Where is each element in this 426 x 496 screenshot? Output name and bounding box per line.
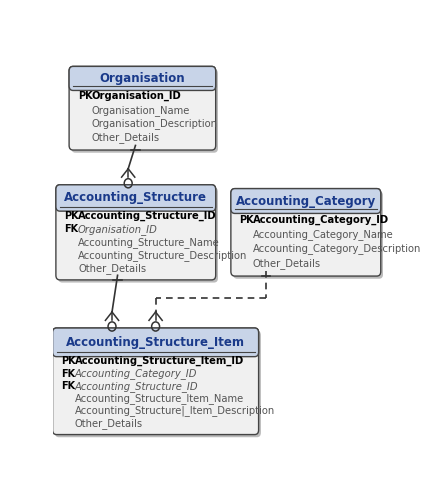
Text: Accounting_Structure_Description: Accounting_Structure_Description bbox=[78, 250, 248, 261]
Text: Other_Details: Other_Details bbox=[78, 263, 146, 274]
FancyBboxPatch shape bbox=[55, 331, 261, 437]
FancyBboxPatch shape bbox=[233, 191, 383, 279]
Text: PK: PK bbox=[64, 211, 79, 221]
Text: Other_Details: Other_Details bbox=[75, 418, 143, 429]
Text: Organisation_Name: Organisation_Name bbox=[91, 105, 190, 116]
Text: PK: PK bbox=[78, 91, 92, 101]
FancyBboxPatch shape bbox=[52, 328, 259, 357]
Text: Accounting_Structure_Item: Accounting_Structure_Item bbox=[66, 336, 245, 349]
Text: Organisation: Organisation bbox=[100, 72, 185, 85]
Text: Accounting_Category: Accounting_Category bbox=[236, 194, 376, 207]
FancyBboxPatch shape bbox=[231, 188, 381, 213]
Text: Accounting_Structure_Item_Name: Accounting_Structure_Item_Name bbox=[75, 393, 244, 404]
Text: Accounting_Category_ID: Accounting_Category_ID bbox=[75, 368, 197, 379]
FancyBboxPatch shape bbox=[58, 187, 218, 283]
Text: FK: FK bbox=[61, 381, 75, 391]
Text: Organisation_ID: Organisation_ID bbox=[78, 224, 158, 235]
Text: Accounting_Category_Description: Accounting_Category_Description bbox=[253, 244, 421, 254]
Text: Accounting_Structure_Item_ID: Accounting_Structure_Item_ID bbox=[75, 356, 244, 367]
FancyBboxPatch shape bbox=[56, 185, 216, 280]
FancyBboxPatch shape bbox=[52, 328, 259, 434]
FancyBboxPatch shape bbox=[56, 185, 216, 211]
Text: Organisation_ID: Organisation_ID bbox=[91, 91, 181, 101]
Text: Accounting_Structure_ID: Accounting_Structure_ID bbox=[75, 380, 199, 391]
FancyBboxPatch shape bbox=[69, 66, 216, 150]
Text: FK: FK bbox=[64, 224, 79, 234]
Text: Accounting_Structure: Accounting_Structure bbox=[64, 191, 207, 204]
Text: Accounting_Category_ID: Accounting_Category_ID bbox=[253, 215, 389, 225]
Text: PK: PK bbox=[239, 215, 254, 225]
Text: Accounting_Structure_ID: Accounting_Structure_ID bbox=[78, 211, 217, 221]
Text: Accounting_Structure|_Item_Description: Accounting_Structure|_Item_Description bbox=[75, 405, 275, 416]
Text: Organisation_Description: Organisation_Description bbox=[91, 119, 217, 129]
Text: PK: PK bbox=[61, 356, 76, 367]
Text: Other_Details: Other_Details bbox=[253, 258, 321, 269]
Text: Accounting_Structure_Name: Accounting_Structure_Name bbox=[78, 237, 220, 248]
Text: Other_Details: Other_Details bbox=[91, 132, 159, 143]
FancyBboxPatch shape bbox=[231, 188, 381, 276]
Text: Accounting_Category_Name: Accounting_Category_Name bbox=[253, 229, 394, 240]
FancyBboxPatch shape bbox=[69, 66, 216, 90]
Text: FK: FK bbox=[61, 369, 75, 379]
FancyBboxPatch shape bbox=[72, 69, 218, 153]
